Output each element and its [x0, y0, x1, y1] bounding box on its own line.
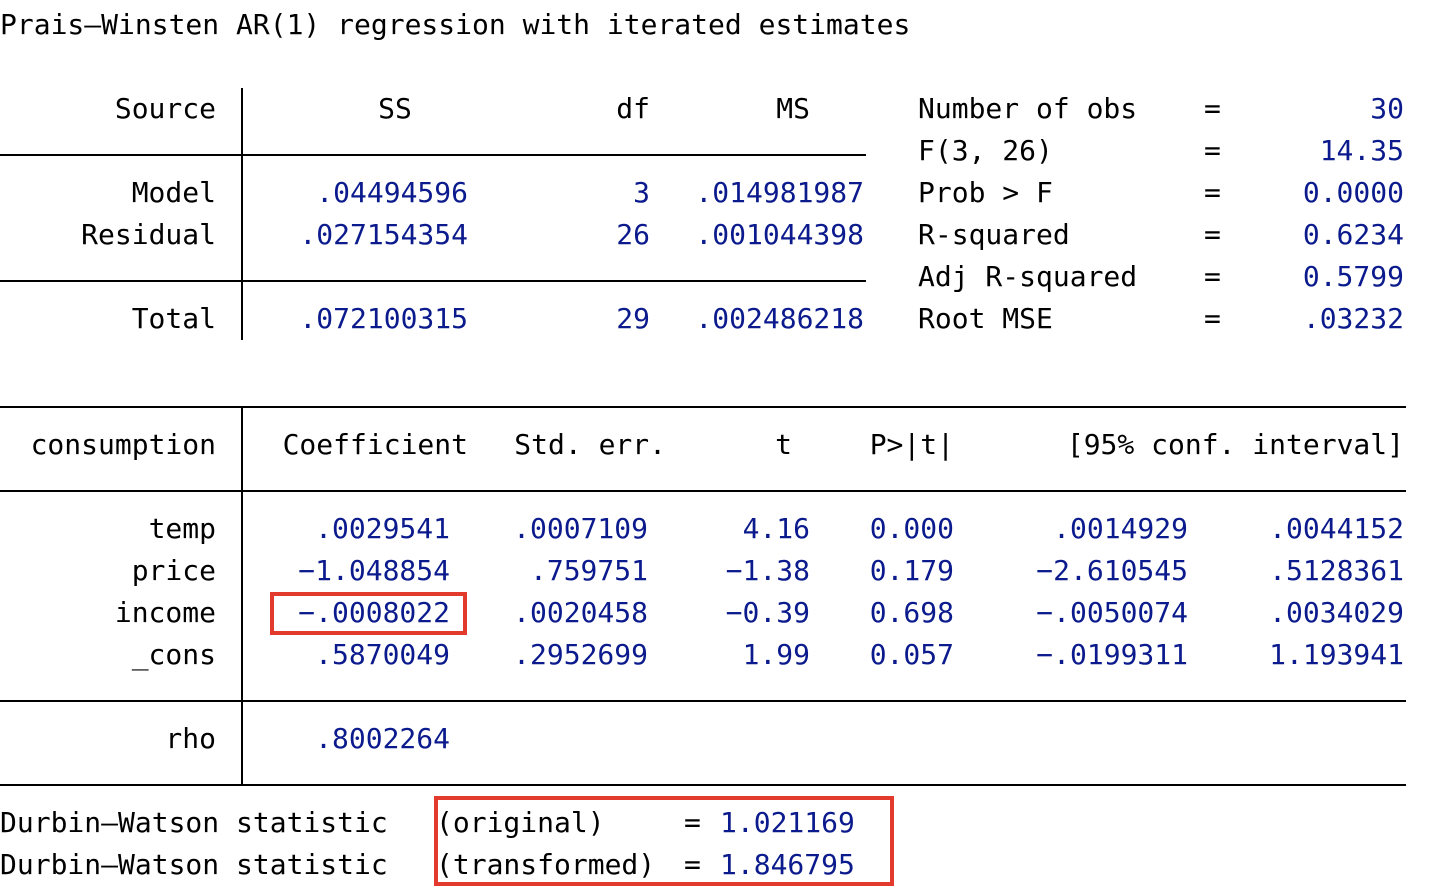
stat-equals: =: [1204, 260, 1221, 293]
anova-total-df: 29: [616, 302, 650, 335]
coef-header-var: consumption: [30, 428, 216, 461]
anova-row-ms: .014981987: [695, 176, 864, 209]
anova-total-rule: [0, 280, 866, 282]
stat-label: Adj R-squared: [918, 260, 1138, 293]
stat-label: F(3, 26): [918, 134, 1053, 167]
stat-equals: =: [1204, 92, 1221, 125]
dw-qualifier: (transformed): [436, 848, 656, 881]
rho-label: rho: [165, 722, 216, 755]
coef-ci-low: −2.610545: [1036, 554, 1188, 587]
coef-value: .0029541: [315, 512, 450, 545]
anova-row-source: Residual: [81, 218, 216, 251]
stat-label: Prob > F: [918, 176, 1053, 209]
coef-se: .2952699: [513, 638, 648, 671]
coef-header-coef: Coefficient: [282, 428, 468, 461]
coef-top-rule: [0, 406, 1406, 408]
coef-value: −1.048854: [298, 554, 450, 587]
anova-total-ms: .002486218: [695, 302, 864, 335]
coef-t: −1.38: [725, 554, 810, 587]
coef-bottom-rule: [0, 784, 1406, 786]
coef-ci-high: .0044152: [1269, 512, 1404, 545]
coef-header-t: t: [775, 428, 792, 461]
coef-rho-rule: [0, 700, 1406, 702]
dw-equals: =: [684, 848, 701, 881]
stat-label: Number of obs: [918, 92, 1138, 125]
coef-t: 1.99: [742, 638, 810, 671]
anova-header-source: Source: [114, 92, 216, 125]
anova-row-df: 26: [616, 218, 650, 251]
dw-equals: =: [684, 806, 701, 839]
coef-ci-low: −.0050074: [1036, 596, 1188, 629]
stat-value: 0.6234: [1302, 218, 1404, 251]
dw-value: 1.021169: [720, 806, 855, 839]
coef-ci-low: −.0199311: [1036, 638, 1188, 671]
stat-value: 30: [1370, 92, 1404, 125]
dw-label: Durbin–Watson statistic: [0, 806, 388, 839]
dw-value: 1.846795: [720, 848, 855, 881]
stat-equals: =: [1204, 302, 1221, 335]
coef-value: −.0008022: [298, 596, 450, 629]
stat-value: 0.5799: [1302, 260, 1404, 293]
income-coef-highlight-box: [270, 592, 467, 635]
stat-value: 14.35: [1319, 134, 1404, 167]
anova-row-ss: .04494596: [316, 176, 468, 209]
stat-equals: =: [1204, 134, 1221, 167]
coef-header-rule: [0, 490, 1406, 492]
output-title: Prais–Winsten AR(1) regression with iter…: [0, 8, 911, 41]
anova-row-ms: .001044398: [695, 218, 864, 251]
stat-label: R-squared: [918, 218, 1070, 251]
coef-p: 0.179: [869, 554, 954, 587]
coef-se: .759751: [529, 554, 648, 587]
coef-var: income: [114, 596, 216, 629]
dw-qualifier: (original): [436, 806, 656, 839]
coef-t: 4.16: [742, 512, 810, 545]
coef-var: price: [131, 554, 216, 587]
coef-t: −0.39: [725, 596, 810, 629]
anova-total-ss: .072100315: [299, 302, 468, 335]
anova-row-ss: .027154354: [299, 218, 468, 251]
coef-ci-high: 1.193941: [1269, 638, 1404, 671]
coef-p: 0.698: [869, 596, 954, 629]
coef-var: _cons: [131, 638, 216, 671]
coef-var: temp: [148, 512, 216, 545]
anova-total-source: Total: [131, 302, 216, 335]
stat-value: .03232: [1302, 302, 1404, 335]
anova-row-df: 3: [633, 176, 650, 209]
anova-header-df: df: [616, 92, 650, 125]
coef-p: 0.057: [869, 638, 954, 671]
stat-value: 0.0000: [1302, 176, 1404, 209]
coef-ci-high: .0034029: [1269, 596, 1404, 629]
coef-header-p: P>|t|: [869, 428, 954, 461]
coef-header-se: Std. err.: [514, 428, 666, 461]
coef-header-ci: [95% conf. interval]: [1066, 428, 1404, 461]
anova-divider: [241, 88, 243, 340]
anova-header-ms: MS: [776, 92, 810, 125]
stat-equals: =: [1204, 218, 1221, 251]
anova-header-rule: [0, 154, 866, 156]
stat-equals: =: [1204, 176, 1221, 209]
stat-label: Root MSE: [918, 302, 1053, 335]
coef-ci-low: .0014929: [1053, 512, 1188, 545]
rho-value: .8002264: [315, 722, 450, 755]
anova-header-ss: SS: [378, 92, 412, 125]
dw-label: Durbin–Watson statistic: [0, 848, 388, 881]
coef-value: .5870049: [315, 638, 450, 671]
coef-se: .0020458: [513, 596, 648, 629]
coef-ci-high: .5128361: [1269, 554, 1404, 587]
anova-row-source: Model: [131, 176, 216, 209]
coef-se: .0007109: [513, 512, 648, 545]
coef-p: 0.000: [869, 512, 954, 545]
coef-divider: [241, 406, 243, 784]
durbin-watson-highlight-box: [434, 796, 894, 886]
